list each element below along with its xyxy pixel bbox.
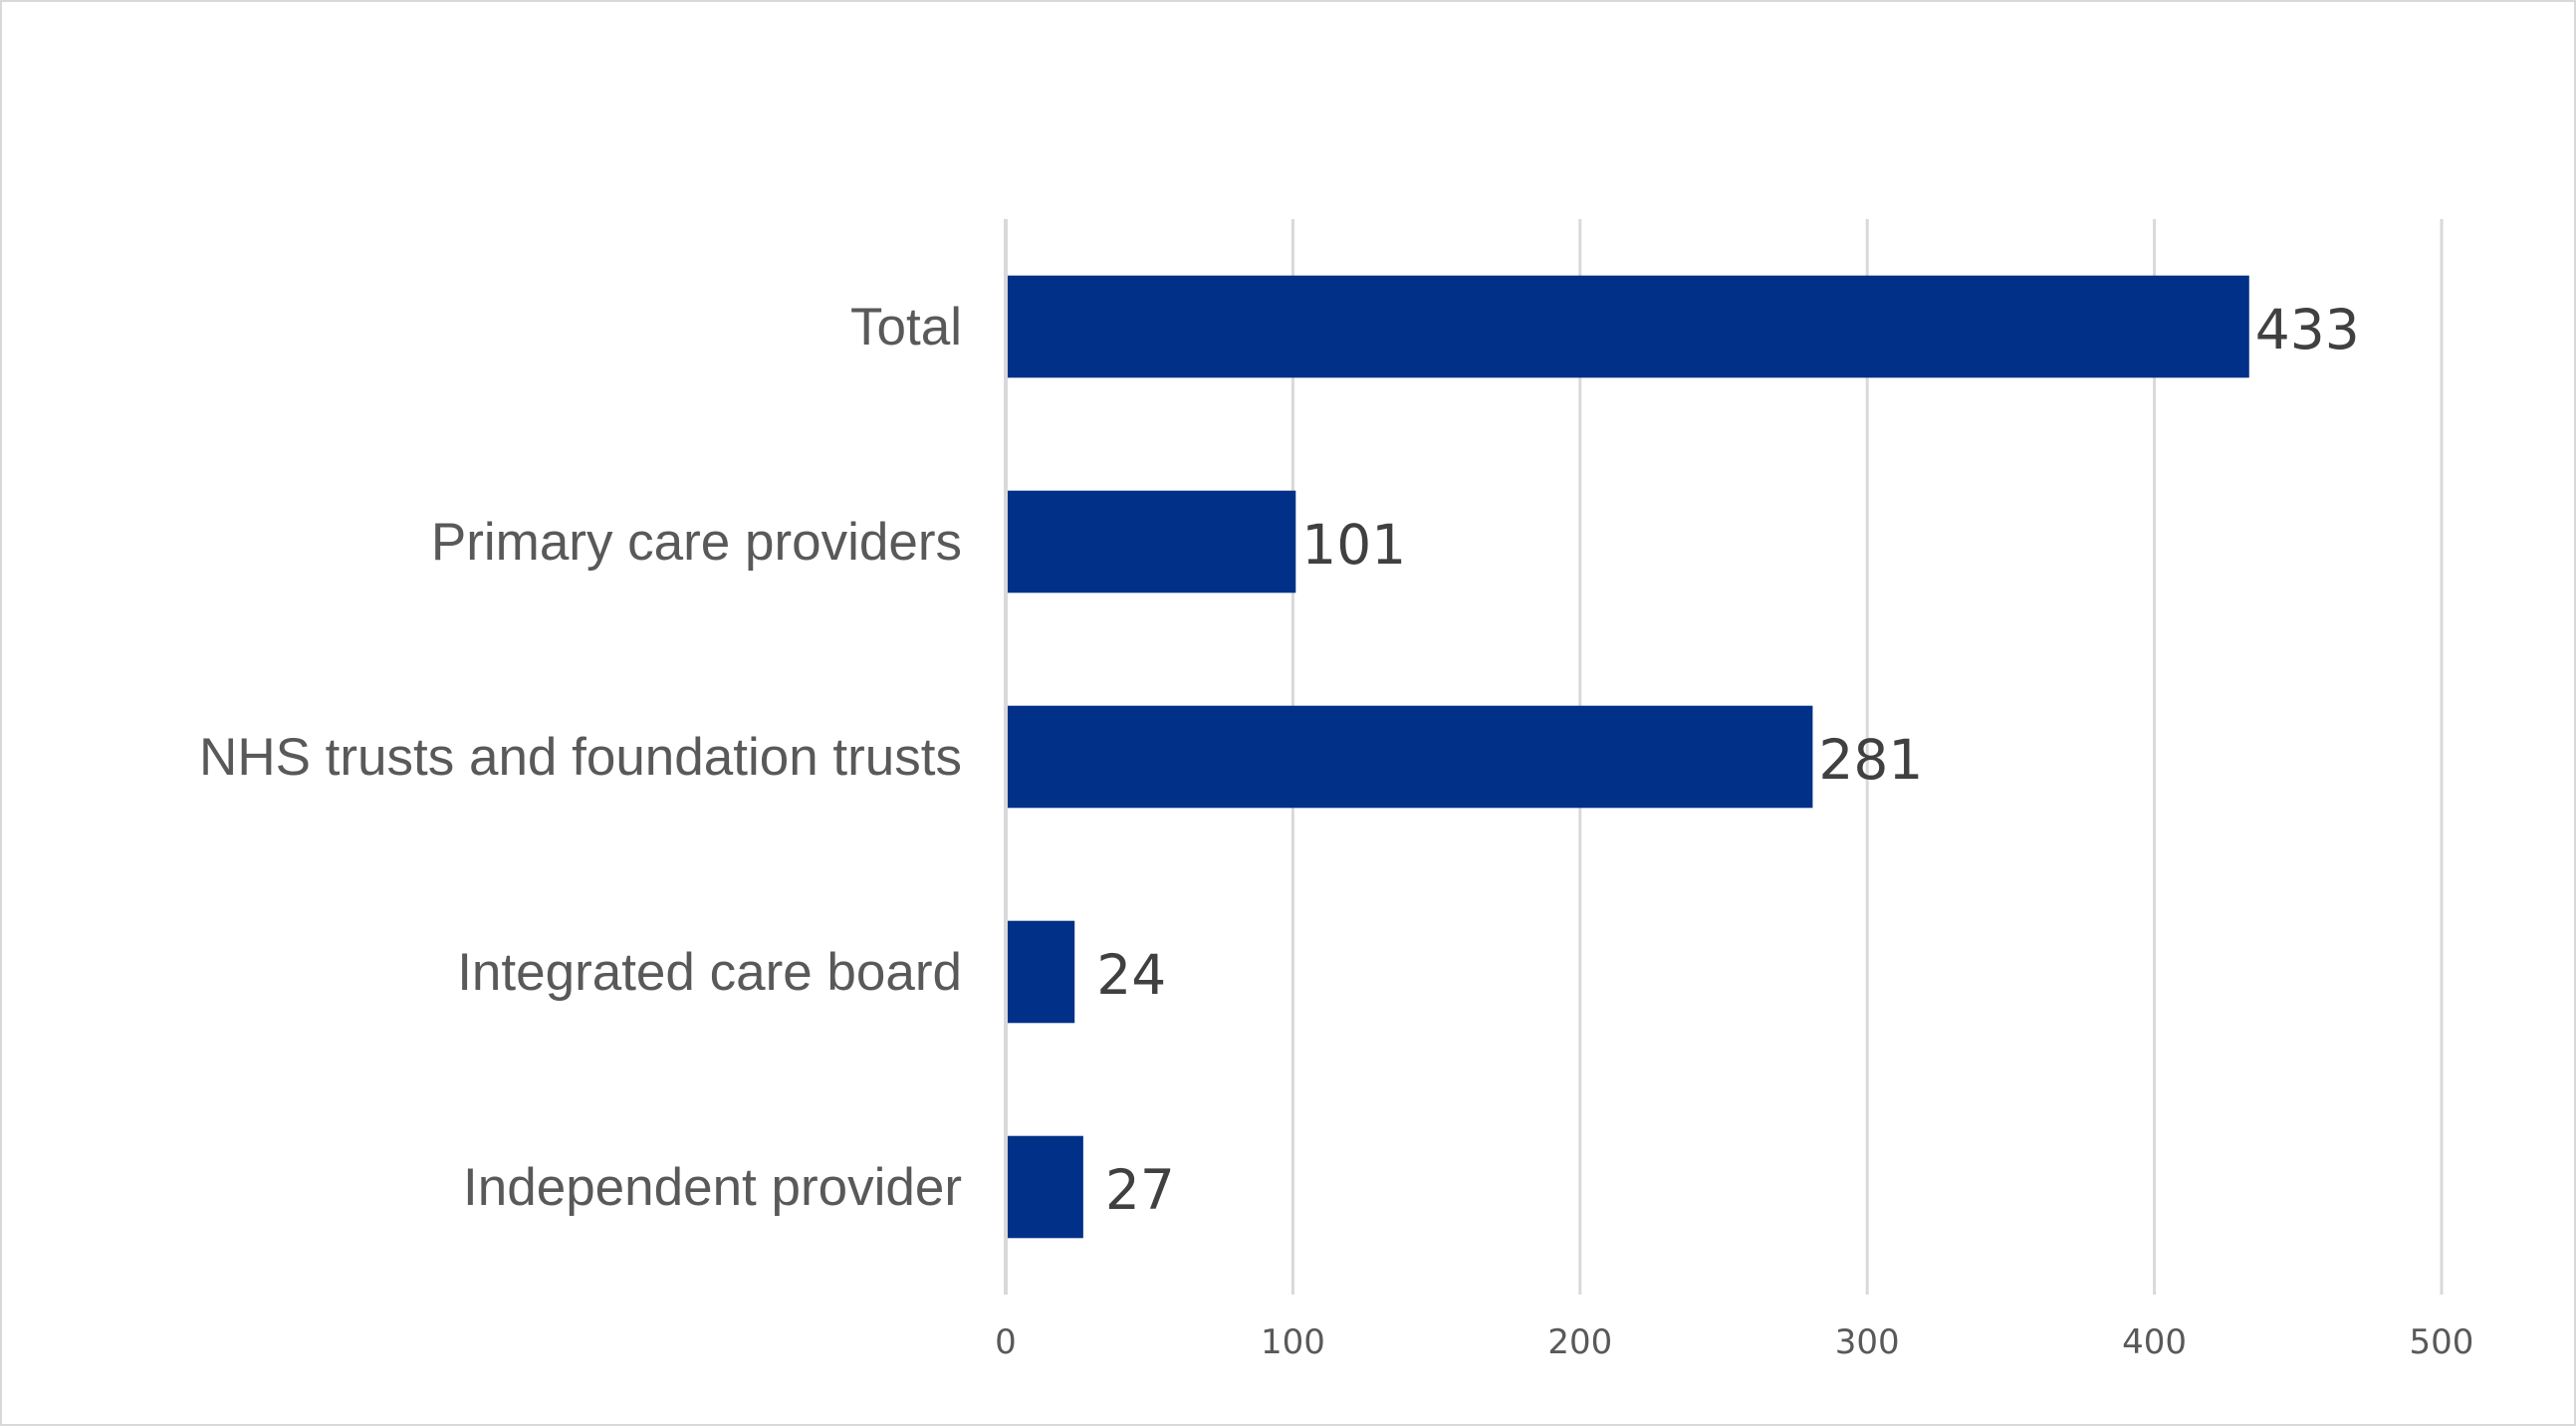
bar <box>1008 275 2249 378</box>
category-labels: Total Primary care providers NHS trusts an… <box>199 298 962 1217</box>
x-tick-label: 300 <box>1835 1322 1900 1362</box>
category-label: Integrated care board <box>457 943 962 1002</box>
x-tick-label: 400 <box>2122 1322 2187 1362</box>
data-label: 24 <box>1096 943 1166 1007</box>
data-label: 101 <box>1301 513 1406 577</box>
bar <box>1008 705 1813 809</box>
x-tick-label: 500 <box>2410 1322 2474 1362</box>
bar <box>1008 1135 1083 1239</box>
data-label: 433 <box>2255 298 2360 361</box>
category-label: NHS trusts and foundation trusts <box>199 728 962 787</box>
category-label: Total <box>850 298 962 356</box>
bar <box>1008 490 1296 594</box>
x-axis-tick-labels: 0 100 200 300 400 500 <box>995 1322 2473 1362</box>
x-tick-label: 200 <box>1547 1322 1612 1362</box>
data-label: 27 <box>1105 1158 1175 1222</box>
category-label: Primary care providers <box>431 513 962 572</box>
category-label: Independent provider <box>463 1158 962 1217</box>
data-label: 281 <box>1818 728 1923 792</box>
bar <box>1008 920 1075 1024</box>
bars <box>1008 275 2249 1239</box>
x-tick-label: 100 <box>1261 1322 1325 1362</box>
x-tick-label: 0 <box>995 1322 1017 1362</box>
data-labels: 433 101 281 24 27 <box>1096 298 2360 1222</box>
